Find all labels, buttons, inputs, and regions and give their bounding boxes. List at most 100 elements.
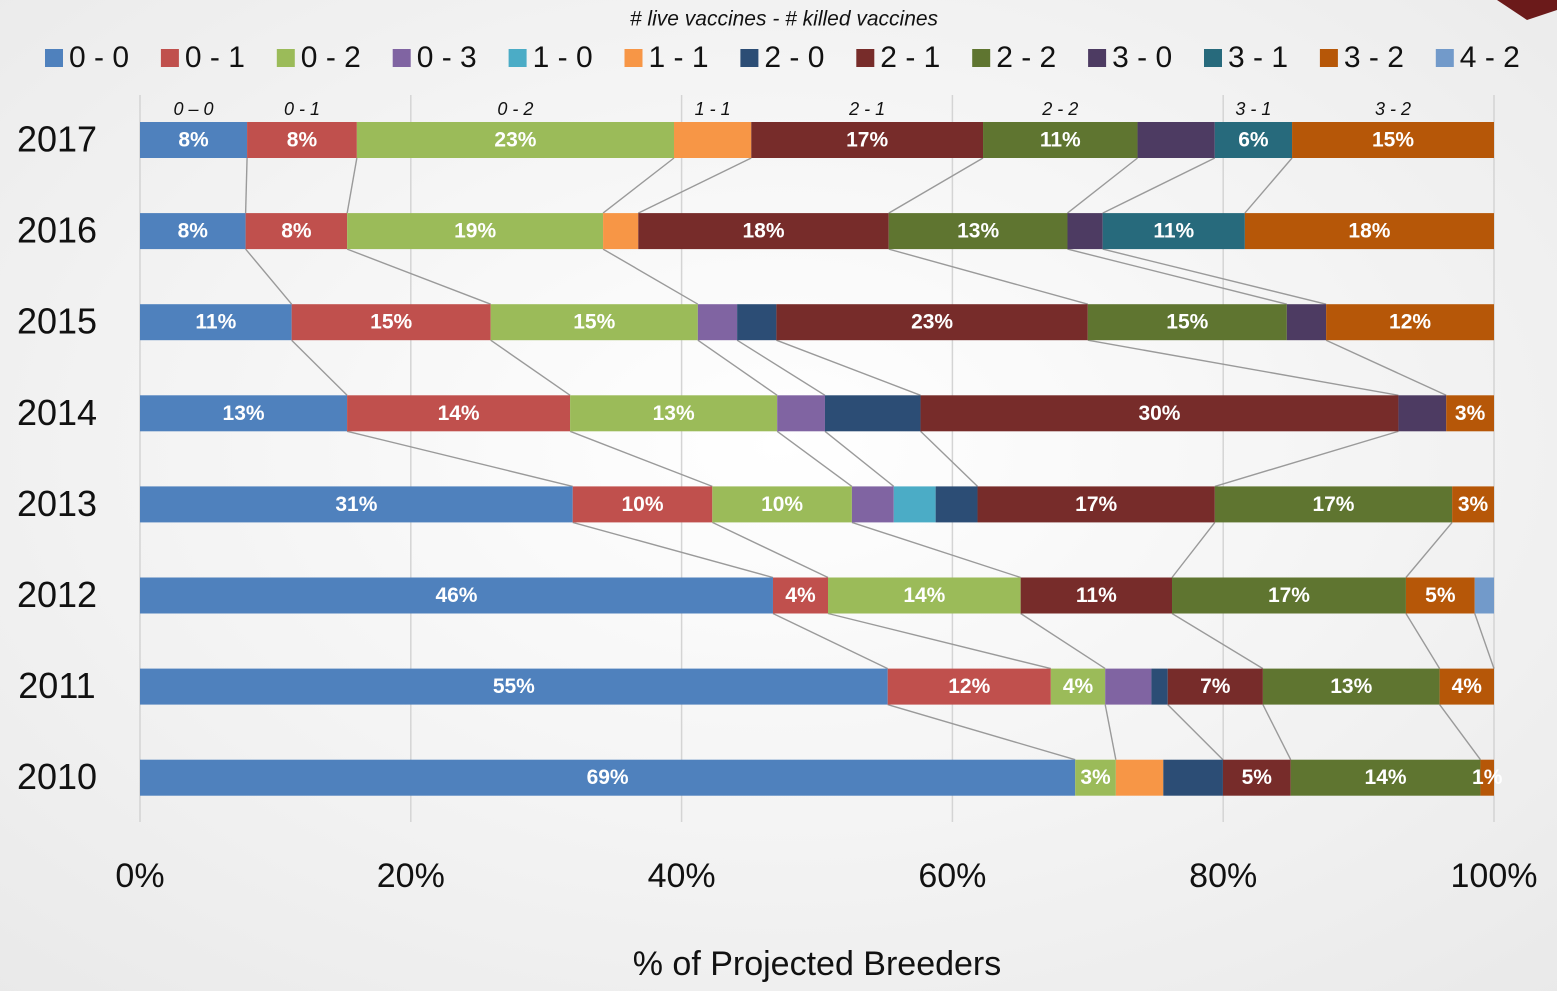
data-label: 11% [1153,220,1194,243]
legend-label: 3 - 0 [1112,41,1172,74]
connector-line [697,339,778,396]
data-label: 17% [846,129,888,152]
legend-swatch [856,49,875,67]
data-label: 55% [493,675,535,698]
y-tick-label: 2014 [17,392,97,433]
data-label: 18% [743,220,785,243]
bar-segment [1262,668,1440,705]
y-tick-label: 2010 [17,756,97,797]
bar-segment [893,486,936,523]
data-label: 13% [1330,675,1372,698]
data-label: 11% [1040,129,1081,152]
bar-segment [1286,304,1327,341]
connector-line [1474,613,1495,669]
bar-segment [140,668,888,705]
connector-line [346,248,491,305]
bar-segment [1115,759,1164,796]
connector-line [772,612,888,670]
bar-segment [777,395,825,432]
segment-annotation: 0 - 2 [497,99,533,119]
bar-segment [638,213,889,250]
data-label: 3% [1080,766,1111,789]
y-tick-label: 2016 [17,210,97,251]
connector-line [1214,430,1399,488]
data-label: 4% [1063,675,1094,698]
bar-segment [1214,122,1293,158]
connector-line [572,521,774,579]
connector-line [1167,704,1224,761]
connector-line [1087,339,1399,396]
legend-swatch [1435,49,1454,67]
data-label: 5% [1425,584,1456,607]
segment-annotation: 2 - 1 [848,99,885,119]
data-label: 8% [287,129,318,152]
data-label: 17% [1075,493,1117,516]
bar-segment [140,486,573,523]
bar-segment [712,486,852,523]
legend-swatch [972,49,991,67]
connector-line [776,430,853,487]
bar-segment [140,122,248,158]
data-label: 23% [494,129,536,152]
legend-swatch [392,49,411,67]
bar-segment [1172,577,1406,614]
bar-segment [1067,213,1103,250]
bar-segment [1151,668,1168,705]
data-label: 7% [1200,675,1231,698]
connector-line [888,157,984,214]
connector-line [1439,704,1482,761]
connector-line [1067,157,1138,214]
bar-segment [737,304,777,341]
connector-line [1405,521,1453,578]
data-label: 5% [1242,766,1273,789]
bar-segment [572,486,713,523]
bar-segment [1290,759,1481,796]
bar-segment [1452,486,1494,523]
bar-segment [140,395,348,432]
connector-line [1405,613,1441,669]
bar-segment [490,304,698,341]
x-tick-label: 0% [115,857,164,895]
bar-segment [1480,759,1494,796]
x-tick-label: 100% [1451,857,1538,895]
x-axis-label: % of Projected Breeders [633,945,1002,983]
legend-label: 2 - 2 [996,41,1056,74]
connector-line [1325,339,1447,396]
bar-segment [776,304,1088,341]
bar-segment [977,486,1215,523]
connector-line [736,339,826,396]
bar-segment [1087,304,1287,341]
bar-segment [140,213,246,250]
segment-annotation: 2 - 2 [1041,99,1078,119]
bar-segment [1167,668,1263,705]
connectors [244,157,1495,761]
data-label: 8% [281,220,312,243]
data-label: 11% [1076,584,1117,607]
legend-label: 0 - 0 [69,41,129,74]
bar-segment [935,486,978,523]
data-label: 69% [587,766,629,789]
bar-segment [751,122,984,158]
data-label: 18% [1348,220,1390,243]
segment-annotation: 0 - 1 [284,99,320,119]
connector-line [637,157,752,214]
bar-segment [1398,395,1447,432]
data-label: 31% [335,493,377,516]
data-label: 4% [785,584,816,607]
y-tick-label: 2011 [18,665,95,706]
connector-line [602,157,675,214]
bar-segment [140,577,773,614]
bar-segment [1020,577,1173,614]
legend-swatch [160,49,179,67]
data-label: 19% [454,220,496,243]
connector-line [569,430,713,488]
bar-segment [697,304,738,341]
legend-label: 1 - 1 [649,41,709,74]
connector-line [1171,612,1264,670]
data-label: 4% [1452,675,1483,698]
connector-line [712,521,829,579]
data-label: 13% [957,220,999,243]
legend-swatch [508,49,527,67]
data-label: 23% [911,311,953,334]
legend-swatch [1319,49,1338,67]
